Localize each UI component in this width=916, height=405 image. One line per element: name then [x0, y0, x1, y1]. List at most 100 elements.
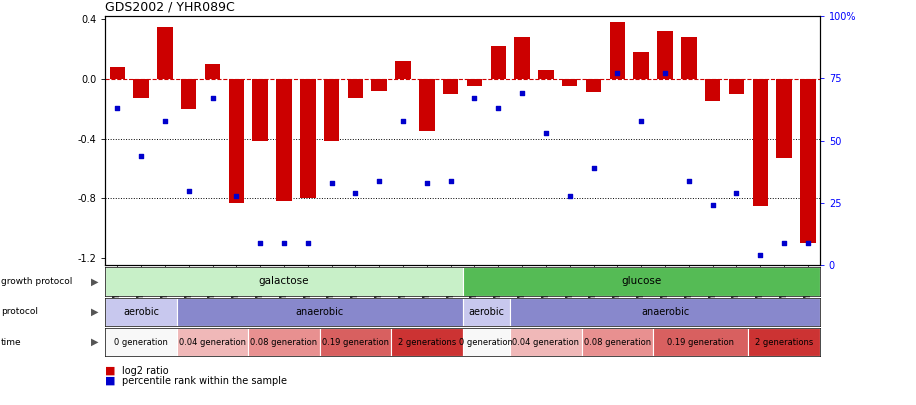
- Point: [420, 180, 434, 186]
- Text: time: time: [1, 338, 22, 347]
- Bar: [467, 79, 482, 86]
- Text: 0 generation: 0 generation: [460, 338, 513, 347]
- Bar: [658, 31, 672, 79]
- Point: [586, 165, 601, 171]
- Bar: [181, 79, 196, 109]
- Text: 0.04 generation: 0.04 generation: [512, 338, 580, 347]
- Bar: [491, 46, 506, 79]
- Bar: [582, 328, 653, 356]
- Text: protocol: protocol: [1, 307, 38, 316]
- Bar: [177, 328, 248, 356]
- Text: 2 generations: 2 generations: [755, 338, 813, 347]
- Point: [539, 130, 553, 136]
- Point: [110, 105, 125, 112]
- Point: [253, 240, 267, 246]
- Bar: [320, 328, 391, 356]
- Point: [467, 95, 482, 102]
- Text: 0.19 generation: 0.19 generation: [322, 338, 389, 347]
- Text: glucose: glucose: [621, 277, 661, 286]
- Text: growth protocol: growth protocol: [1, 277, 72, 286]
- Point: [491, 105, 506, 112]
- Text: 0.04 generation: 0.04 generation: [179, 338, 246, 347]
- Text: anaerobic: anaerobic: [641, 307, 689, 317]
- Bar: [586, 79, 601, 92]
- Bar: [610, 22, 625, 79]
- Bar: [105, 328, 177, 356]
- Point: [634, 117, 649, 124]
- Text: 2 generations: 2 generations: [398, 338, 456, 347]
- Bar: [705, 79, 720, 101]
- Bar: [562, 79, 577, 86]
- Bar: [177, 298, 463, 326]
- Point: [515, 90, 529, 97]
- Point: [801, 240, 815, 246]
- Bar: [753, 79, 768, 206]
- Bar: [539, 70, 553, 79]
- Text: 0.19 generation: 0.19 generation: [667, 338, 735, 347]
- Bar: [653, 328, 748, 356]
- Bar: [324, 79, 339, 141]
- Point: [562, 192, 577, 199]
- Bar: [391, 328, 463, 356]
- Point: [181, 187, 196, 194]
- Point: [300, 240, 315, 246]
- Point: [396, 117, 410, 124]
- Point: [134, 152, 148, 159]
- Bar: [396, 61, 410, 79]
- Bar: [205, 64, 220, 79]
- Bar: [248, 328, 320, 356]
- Text: 0.08 generation: 0.08 generation: [583, 338, 651, 347]
- Bar: [634, 52, 649, 79]
- Bar: [105, 267, 463, 296]
- Text: ■: ■: [105, 366, 115, 375]
- Text: ■: ■: [105, 376, 115, 386]
- Point: [324, 180, 339, 186]
- Point: [158, 117, 172, 124]
- Text: ▶: ▶: [92, 307, 99, 317]
- Bar: [777, 79, 791, 158]
- Text: ▶: ▶: [92, 277, 99, 286]
- Bar: [443, 79, 458, 94]
- Text: aerobic: aerobic: [123, 307, 159, 317]
- Text: aerobic: aerobic: [468, 307, 505, 317]
- Point: [443, 177, 458, 184]
- Bar: [510, 298, 820, 326]
- Bar: [105, 298, 177, 326]
- Bar: [682, 37, 696, 79]
- Bar: [348, 79, 363, 98]
- Text: ▶: ▶: [92, 337, 99, 347]
- Point: [682, 177, 696, 184]
- Bar: [420, 79, 434, 131]
- Bar: [253, 79, 267, 141]
- Point: [729, 190, 744, 196]
- Text: 0 generation: 0 generation: [114, 338, 168, 347]
- Point: [610, 70, 625, 77]
- Point: [277, 240, 291, 246]
- Point: [205, 95, 220, 102]
- Text: anaerobic: anaerobic: [296, 307, 344, 317]
- Bar: [510, 328, 582, 356]
- Text: GDS2002 / YHR089C: GDS2002 / YHR089C: [105, 1, 235, 14]
- Bar: [729, 79, 744, 94]
- Bar: [515, 37, 529, 79]
- Bar: [372, 79, 387, 91]
- Bar: [748, 328, 820, 356]
- Bar: [463, 267, 820, 296]
- Bar: [463, 328, 510, 356]
- Text: galactose: galactose: [258, 277, 310, 286]
- Point: [705, 202, 720, 209]
- Point: [658, 70, 672, 77]
- Text: 0.08 generation: 0.08 generation: [250, 338, 318, 347]
- Bar: [134, 79, 148, 98]
- Bar: [229, 79, 244, 202]
- Bar: [158, 27, 172, 79]
- Point: [372, 177, 387, 184]
- Point: [777, 240, 791, 246]
- Text: log2 ratio: log2 ratio: [122, 366, 169, 375]
- Point: [348, 190, 363, 196]
- Bar: [277, 79, 291, 201]
- Bar: [463, 298, 510, 326]
- Bar: [300, 79, 315, 198]
- Bar: [110, 67, 125, 79]
- Text: percentile rank within the sample: percentile rank within the sample: [122, 376, 287, 386]
